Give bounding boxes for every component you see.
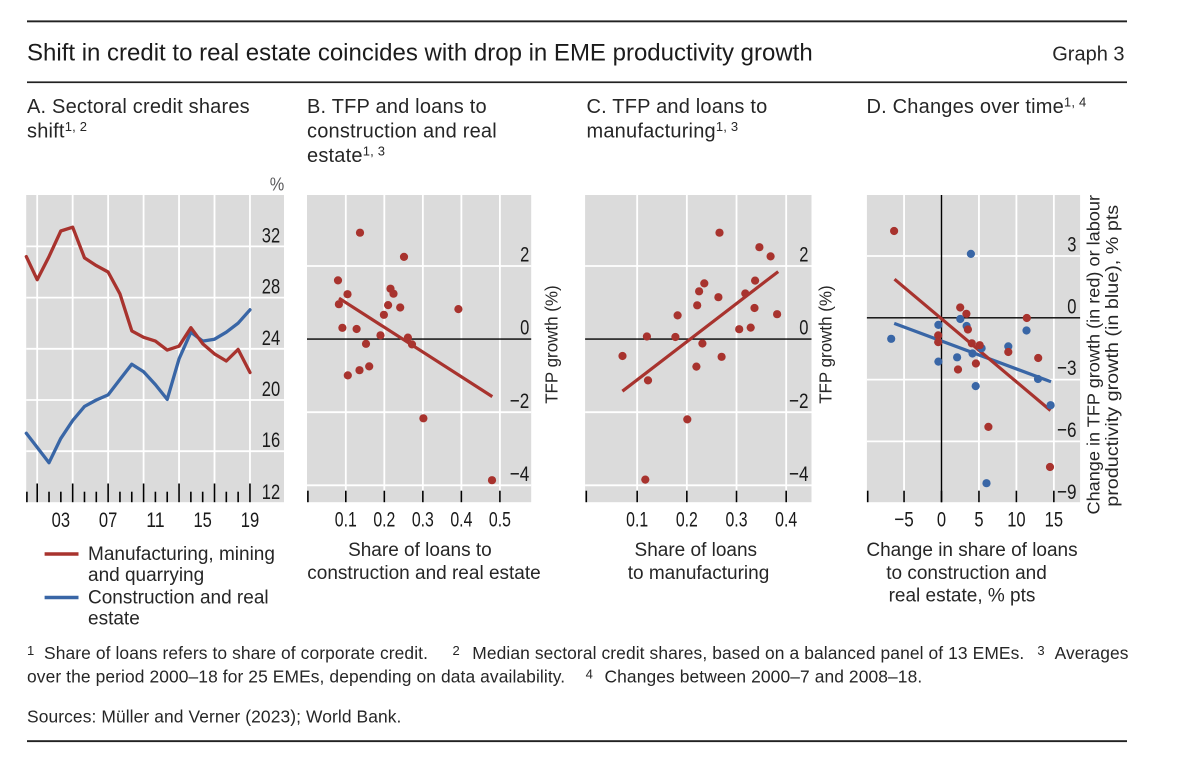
svg-text:A. Sectoral credit shares: A. Sectoral credit shares — [27, 96, 250, 118]
svg-text:−3: −3 — [1057, 356, 1077, 380]
svg-text:Shift in credit to real estate: Shift in credit to real estate coincides… — [27, 40, 813, 67]
svg-text:D. Changes over time1, 4: D. Changes over time1, 4 — [867, 95, 1087, 119]
svg-text:3: 3 — [1067, 233, 1076, 257]
svg-text:estate: estate — [88, 609, 140, 630]
svg-text:0.3: 0.3 — [412, 508, 434, 532]
svg-text:Share of loans: Share of loans — [635, 540, 758, 561]
svg-text:16: 16 — [262, 428, 280, 452]
svg-text:TFP growth (%): TFP growth (%) — [816, 285, 836, 403]
svg-text:Changes between 2000–7 and 200: Changes between 2000–7 and 2008–18. — [605, 666, 923, 686]
svg-text:0: 0 — [799, 316, 808, 340]
svg-text:−6: −6 — [1057, 418, 1077, 442]
svg-text:Share of loans refers to share: Share of loans refers to share of corpor… — [44, 643, 428, 663]
svg-text:to construction and: to construction and — [886, 563, 1047, 584]
svg-text:5: 5 — [974, 508, 983, 532]
svg-text:productivity growth (in blue),: productivity growth (in blue), % pts — [1102, 205, 1122, 507]
svg-text:TFP growth (%): TFP growth (%) — [542, 285, 562, 403]
svg-text:Manufacturing, mining: Manufacturing, mining — [88, 544, 275, 565]
svg-text:2: 2 — [453, 643, 460, 658]
svg-text:0: 0 — [520, 316, 529, 340]
svg-text:−5: −5 — [894, 508, 914, 532]
svg-text:Sources: Müller and Verner (20: Sources: Müller and Verner (2023); World… — [27, 706, 402, 726]
svg-text:20: 20 — [262, 377, 280, 401]
svg-text:0: 0 — [1067, 294, 1076, 318]
svg-text:11: 11 — [146, 508, 164, 532]
svg-text:−9: −9 — [1057, 480, 1077, 504]
svg-text:−4: −4 — [510, 462, 530, 486]
svg-text:0: 0 — [937, 508, 946, 532]
svg-text:Graph 3: Graph 3 — [1052, 43, 1124, 65]
svg-text:−2: −2 — [510, 389, 530, 413]
svg-text:and quarrying: and quarrying — [88, 565, 204, 586]
svg-text:15: 15 — [1045, 508, 1063, 532]
svg-text:−2: −2 — [789, 389, 809, 413]
svg-text:0.1: 0.1 — [335, 508, 357, 532]
svg-text:0.3: 0.3 — [726, 508, 748, 532]
svg-text:3: 3 — [1037, 643, 1044, 658]
svg-text:4: 4 — [586, 667, 593, 682]
svg-text:1: 1 — [27, 643, 34, 658]
svg-text:07: 07 — [99, 508, 117, 532]
svg-text:real estate, % pts: real estate, % pts — [889, 586, 1036, 607]
svg-text:2: 2 — [520, 243, 529, 267]
svg-text:construction and real estate: construction and real estate — [307, 563, 540, 584]
svg-text:%: % — [270, 175, 285, 195]
svg-text:Change in TFP growth (in red): Change in TFP growth (in red) or labour — [1084, 195, 1104, 515]
svg-text:2: 2 — [799, 243, 808, 267]
svg-text:15: 15 — [193, 508, 211, 532]
svg-text:Change in share of loans: Change in share of loans — [866, 540, 1077, 561]
svg-text:0.5: 0.5 — [489, 508, 511, 532]
svg-text:B. TFP and loans to: B. TFP and loans to — [307, 96, 487, 118]
svg-text:12: 12 — [262, 480, 280, 504]
svg-text:to manufacturing: to manufacturing — [628, 563, 770, 584]
svg-text:03: 03 — [52, 508, 70, 532]
svg-text:Median sectoral credit shares,: Median sectoral credit shares, based on … — [472, 643, 1024, 663]
svg-text:28: 28 — [262, 275, 280, 299]
svg-text:construction and real: construction and real — [307, 121, 497, 143]
svg-text:10: 10 — [1007, 508, 1025, 532]
svg-text:Share of loans to: Share of loans to — [348, 540, 492, 561]
svg-text:Construction and real: Construction and real — [88, 588, 269, 609]
svg-text:0.4: 0.4 — [775, 508, 797, 532]
svg-text:19: 19 — [241, 508, 259, 532]
svg-text:0.1: 0.1 — [626, 508, 648, 532]
svg-text:manufacturing1, 3: manufacturing1, 3 — [587, 119, 739, 143]
svg-text:over the period 2000–18 for 25: over the period 2000–18 for 25 EMEs, dep… — [27, 666, 565, 686]
svg-text:Averages: Averages — [1055, 643, 1129, 663]
svg-text:0.4: 0.4 — [450, 508, 472, 532]
svg-text:C. TFP and loans to: C. TFP and loans to — [587, 96, 768, 118]
svg-text:−4: −4 — [789, 462, 809, 486]
svg-text:0.2: 0.2 — [676, 508, 698, 532]
svg-text:24: 24 — [262, 326, 280, 350]
svg-text:0.2: 0.2 — [373, 508, 395, 532]
svg-text:32: 32 — [262, 223, 280, 247]
